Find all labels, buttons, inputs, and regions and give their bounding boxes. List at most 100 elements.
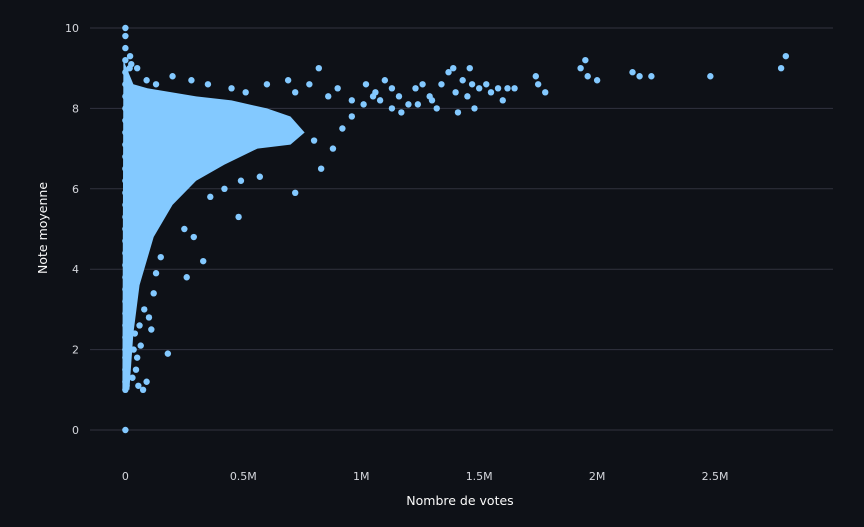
x-tick-label: 1M: [353, 470, 370, 483]
data-point: [188, 77, 195, 84]
data-point: [122, 346, 129, 353]
data-point: [315, 65, 322, 72]
data-point: [284, 77, 292, 84]
data-point: [122, 129, 129, 136]
data-point: [122, 93, 129, 100]
data-point: [329, 145, 337, 152]
data-point: [256, 173, 264, 180]
data-point: [122, 201, 129, 209]
data-point: [648, 73, 655, 80]
x-tick-label: 1.5M: [466, 470, 493, 483]
data-point: [135, 382, 142, 389]
data-point: [237, 177, 245, 184]
data-point: [122, 286, 129, 293]
y-tick-label: 2: [72, 344, 79, 357]
data-point: [452, 89, 459, 96]
data-point: [124, 338, 131, 345]
data-point: [122, 165, 129, 172]
data-point: [292, 189, 299, 197]
dense-cluster: [122, 60, 305, 390]
data-point: [475, 85, 483, 92]
data-point: [454, 109, 462, 116]
data-point: [122, 354, 129, 361]
data-point: [122, 141, 129, 148]
data-point: [133, 65, 141, 72]
data-point: [310, 137, 318, 144]
data-point: [157, 253, 164, 261]
data-point: [133, 354, 141, 361]
y-tick-label: 8: [72, 102, 79, 115]
data-point: [122, 426, 129, 434]
data-point: [381, 77, 389, 84]
data-point: [412, 85, 419, 92]
data-point: [325, 93, 332, 100]
data-point: [122, 249, 129, 257]
data-point: [181, 225, 188, 233]
y-tick-label: 6: [72, 183, 79, 196]
x-tick-label: 2M: [589, 470, 606, 483]
data-point: [125, 302, 133, 309]
data-point: [143, 378, 150, 385]
data-point: [136, 322, 143, 329]
data-point: [629, 69, 636, 76]
data-point: [360, 101, 367, 108]
data-point: [395, 93, 403, 100]
data-point: [292, 89, 299, 96]
data-point: [122, 225, 129, 233]
data-point: [152, 81, 160, 88]
data-point: [534, 81, 542, 88]
data-points: [122, 24, 790, 434]
data-point: [584, 73, 591, 80]
data-point: [128, 60, 135, 68]
y-axis-ticks: 0 2 4 6 8 10: [65, 22, 79, 437]
data-point: [414, 101, 422, 108]
data-point: [376, 97, 384, 104]
data-point: [339, 125, 346, 132]
data-point: [122, 189, 129, 197]
data-point: [122, 117, 129, 124]
data-point: [445, 69, 452, 76]
data-point: [582, 56, 589, 64]
data-point: [200, 257, 207, 265]
data-point: [126, 52, 134, 60]
data-point: [459, 77, 466, 84]
data-point: [130, 346, 137, 353]
data-point: [145, 314, 153, 321]
x-tick-label: 2.5M: [702, 470, 729, 483]
data-point: [152, 270, 160, 277]
dense-point-region: [122, 60, 305, 390]
data-point: [471, 105, 478, 112]
data-point: [242, 89, 249, 96]
data-point: [122, 69, 129, 76]
data-point: [143, 77, 150, 84]
data-point: [532, 73, 539, 80]
data-point: [124, 362, 131, 369]
y-axis-title: Note moyenne: [35, 182, 50, 274]
data-point: [221, 185, 228, 192]
x-tick-label: 0: [122, 470, 129, 483]
data-point: [263, 81, 271, 88]
data-point: [542, 89, 549, 96]
data-point: [122, 24, 129, 32]
data-point: [131, 330, 139, 337]
data-point: [450, 65, 457, 72]
data-point: [348, 97, 356, 104]
data-point: [405, 101, 412, 108]
data-point: [137, 342, 144, 349]
data-point: [122, 310, 129, 317]
data-point: [593, 77, 601, 84]
data-point: [207, 193, 214, 201]
data-point: [190, 233, 197, 241]
data-point: [122, 153, 129, 160]
data-point: [122, 32, 129, 40]
data-point: [148, 326, 155, 333]
data-point: [139, 386, 147, 393]
data-point: [141, 306, 148, 313]
data-point: [494, 85, 502, 92]
data-point: [122, 81, 129, 88]
data-point: [122, 177, 129, 184]
data-point: [468, 81, 476, 88]
data-point: [511, 85, 518, 92]
